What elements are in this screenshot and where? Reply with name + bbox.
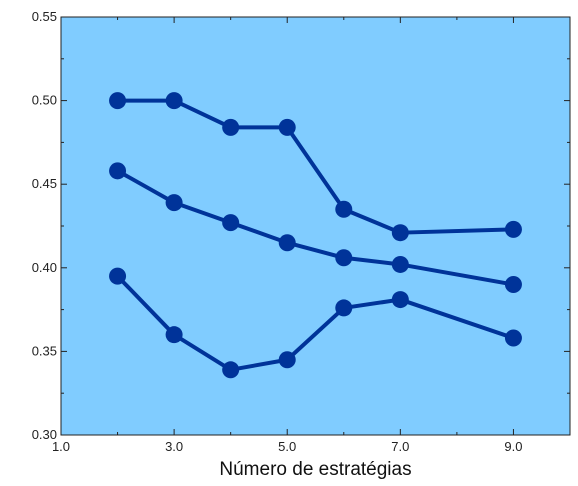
x-tick-label: 7.0 (391, 439, 409, 454)
y-tick-label: 0.45 (32, 176, 57, 191)
data-point (278, 118, 296, 136)
data-point (278, 234, 296, 252)
data-point (504, 220, 522, 238)
data-point (222, 214, 240, 232)
y-tick-label: 0.35 (32, 343, 57, 358)
y-tick-label: 0.30 (32, 427, 57, 442)
y-tick-label: 0.50 (32, 93, 57, 108)
data-point (278, 351, 296, 369)
data-point (109, 162, 127, 180)
data-point (504, 276, 522, 294)
data-point (222, 118, 240, 136)
x-tick-label: 9.0 (504, 439, 522, 454)
data-point (391, 224, 409, 242)
plot-area (60, 16, 571, 436)
data-point (165, 194, 183, 212)
data-point (391, 255, 409, 273)
y-tick-label: 0.40 (32, 260, 57, 275)
x-axis-title: Número de estratégias (219, 459, 411, 480)
data-point (165, 92, 183, 110)
data-point (391, 291, 409, 309)
y-axis-ticks: 0.30 0.35 0.40 0.45 0.50 0.55 (32, 9, 570, 442)
series-3 (109, 267, 522, 379)
series-layer (109, 92, 522, 379)
data-point (165, 326, 183, 344)
series-2 (109, 162, 522, 294)
x-tick-label: 5.0 (278, 439, 296, 454)
y-tick-label: 0.55 (32, 9, 57, 24)
data-point (335, 299, 353, 317)
data-point (109, 92, 127, 110)
data-point (335, 249, 353, 267)
data-point (335, 200, 353, 218)
x-tick-label: 3.0 (165, 439, 183, 454)
data-point (222, 361, 240, 379)
series-1 (109, 92, 522, 242)
x-tick-label: 1.0 (52, 439, 70, 454)
data-point (109, 267, 127, 285)
data-point (504, 329, 522, 347)
x-axis-ticks: 1.0 3.0 5.0 7.0 9.0 (52, 17, 522, 454)
